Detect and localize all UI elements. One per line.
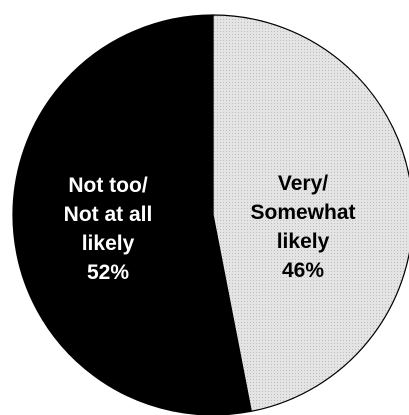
- pie-slice-label-line: Very/: [278, 172, 328, 195]
- pie-slice-label: Very/Somewhat likely 46%: [250, 172, 355, 282]
- pie-slice-value-label: 52%: [87, 261, 129, 284]
- pie-slice-not-too-not-at-all-likely: [12, 14, 252, 415]
- pie-slice-label-line: likely: [82, 232, 135, 255]
- pie-slice-very-somewhat-likely: [212, 14, 409, 413]
- pie-slices: [12, 14, 409, 415]
- pie-slice-label-line: Somewhat: [250, 201, 355, 224]
- pie-slice-label-line: likely: [277, 230, 330, 253]
- pie-slice-label: Not too/Not at all likely 52%: [64, 174, 153, 284]
- pie-labels: Very/Somewhat likely 46% Not too/Not at all…: [64, 172, 356, 284]
- pie-slice-label-line: Not at all: [64, 203, 153, 226]
- pie-slice-label-line: Not too/: [68, 174, 147, 197]
- pie-slice-value-label: 46%: [282, 259, 324, 282]
